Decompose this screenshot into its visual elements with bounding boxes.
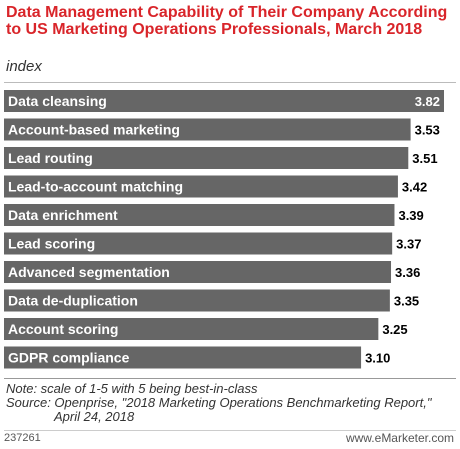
bar-10 xyxy=(4,346,362,369)
chart-title: Data Management Capability of Their Comp… xyxy=(6,4,448,38)
bar-chart: Data cleansing 3.82 Account-based marketin… xyxy=(4,90,444,369)
chart-subtitle: index xyxy=(6,58,42,75)
category-label-7: Advanced segmentation xyxy=(8,264,170,280)
category-label-2: Account-based marketing xyxy=(8,122,180,138)
bar-1 xyxy=(4,90,444,112)
category-label-10: GDPR compliance xyxy=(8,350,130,366)
bar-6 xyxy=(4,232,393,255)
category-label-9: Account scoring xyxy=(8,321,118,337)
value-label-6: 3.37 xyxy=(396,237,421,252)
value-label-10: 3.10 xyxy=(365,351,390,366)
category-label-3: Lead routing xyxy=(8,150,93,166)
value-label-9: 3.25 xyxy=(382,322,407,337)
source-text: Source: Openprise, "2018 Marketing Opera… xyxy=(6,395,432,410)
category-label-5: Data enrichment xyxy=(8,207,118,223)
value-label-7: 3.36 xyxy=(395,265,420,280)
value-label-3: 3.51 xyxy=(412,151,437,166)
value-label-5: 3.39 xyxy=(398,208,423,223)
category-label-6: Lead scoring xyxy=(8,236,95,252)
bar-5 xyxy=(4,204,395,226)
note-text: Note: scale of 1-5 with 5 being best-in-… xyxy=(6,381,258,396)
bar-4 xyxy=(4,175,398,198)
value-label-4: 3.42 xyxy=(402,180,427,195)
value-label-2: 3.53 xyxy=(415,123,440,138)
bar-2 xyxy=(4,118,411,141)
value-label-8: 3.35 xyxy=(394,294,419,309)
category-label-1: Data cleansing xyxy=(8,93,107,109)
source-date: April 24, 2018 xyxy=(54,409,135,424)
chart-id: 237261 xyxy=(4,432,41,444)
bar-9 xyxy=(4,318,379,340)
chart-notes: Note: scale of 1-5 with 5 being best-in-… xyxy=(6,382,456,424)
top-divider xyxy=(4,82,456,83)
category-label-8: Data de-duplication xyxy=(8,293,138,309)
brand-link[interactable]: www.eMarketer.com xyxy=(345,431,454,445)
bar-3 xyxy=(4,147,409,169)
value-label-1: 3.82 xyxy=(415,94,440,109)
bar-8 xyxy=(4,289,390,312)
category-label-4: Lead-to-account matching xyxy=(8,179,183,195)
bottom-divider xyxy=(4,378,456,379)
bar-7 xyxy=(4,261,392,283)
footer-divider xyxy=(4,430,456,431)
